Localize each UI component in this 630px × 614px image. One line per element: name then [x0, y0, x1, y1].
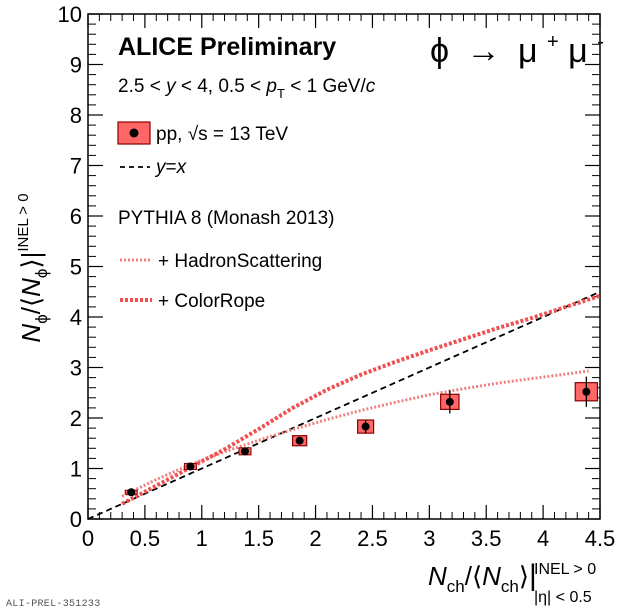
y-tick-label: 2: [70, 406, 82, 431]
y-tick-label: 10: [58, 2, 82, 27]
ylabel-mid: /⟨: [16, 297, 46, 314]
legend-data-marker: [129, 128, 139, 138]
ylabel-phi-sub2: ϕ: [32, 269, 51, 279]
preliminary-id: ALI-PREL-351233: [6, 599, 101, 610]
data-point: [295, 436, 304, 445]
selection-c: c: [366, 76, 376, 97]
y-tick-label: 3: [70, 356, 82, 381]
series-line-y-x: [87, 290, 601, 520]
x-tick-label: 2: [309, 526, 321, 551]
x-tick-label: 4: [537, 526, 549, 551]
selection-y: y: [164, 76, 177, 97]
x-tick-label: 3.5: [471, 526, 502, 551]
legend-yx-y: y: [154, 157, 167, 178]
y-tick-label: 6: [70, 204, 82, 229]
xlabel-N: N: [428, 561, 447, 591]
y-tick-label: 5: [70, 255, 82, 280]
process-label: ϕ → μ + μ -: [430, 18, 604, 70]
data-point: [361, 422, 370, 431]
selection-range1b: < 4, 0.5 <: [176, 76, 267, 97]
y-tick-label: 0: [70, 507, 82, 532]
selection-range2: < 1 GeV/: [285, 76, 367, 97]
legend-hadron-label: + HadronScattering: [158, 251, 322, 272]
legend-sqrt-s: √s: [188, 124, 208, 145]
selection-T: T: [277, 86, 285, 101]
selection-label: 2.5 < y < 4, 0.5 < pT < 1 GeV/c: [118, 76, 376, 101]
x-axis-label: Nch/⟨Nch⟩|: [428, 559, 537, 596]
x-tick-label: 4.5: [585, 526, 616, 551]
y-axis-label: Nϕ/⟨Nϕ⟩|INEL > 0: [15, 193, 51, 342]
xlabel-sub: |η| < 0.5: [534, 589, 592, 606]
process-mu2: μ: [568, 32, 588, 70]
data-point: [241, 447, 250, 456]
ylabel-close: ⟩: [16, 258, 46, 268]
x-tick-label: 2.5: [357, 526, 388, 551]
x-tick-label: 1.5: [243, 526, 274, 551]
data-point: [445, 397, 454, 406]
ylabel-N: N: [16, 324, 46, 343]
x-tick-label: 0: [82, 526, 94, 551]
process-plus: +: [547, 31, 559, 53]
x-tick-label: 1: [196, 526, 208, 551]
x-tick-label: 0.5: [130, 526, 161, 551]
generator-label: PYTHIA 8 (Monash 2013): [118, 208, 335, 229]
legend-yx-x: x: [176, 157, 188, 178]
series-line-colorrope: [121, 293, 601, 506]
legend-energy: = 13 TeV: [208, 124, 289, 145]
series-line-hadronscattering: [121, 369, 589, 498]
y-tick-label: 8: [70, 103, 82, 128]
process-minus: -: [597, 31, 604, 53]
data-point: [127, 488, 136, 497]
xlabel-mid: /⟨: [465, 561, 482, 591]
xlabel-N2: N: [482, 561, 501, 591]
legend-rope-label: + ColorRope: [158, 291, 265, 312]
x-axis-ticks: 0 0.5 1 1.5 2 2.5 3 3.5 4 4.5: [82, 14, 615, 551]
xlabel-bar: |: [529, 559, 537, 592]
legend-yx-label: y=x: [154, 157, 188, 178]
data-points: [124, 376, 599, 497]
ylabel-phi-sub: ϕ: [32, 314, 51, 324]
data-point: [186, 462, 195, 471]
chart-title: ALICE Preliminary: [118, 33, 336, 61]
legend-data-pp: pp,: [156, 124, 188, 145]
process-mu1: μ: [518, 32, 538, 70]
y-axis-ticks: 0 1 2 3 4 5 6 7 8 9 10: [58, 2, 600, 532]
data-point: [582, 387, 591, 396]
xlabel-ch-sub2: ch: [501, 577, 519, 596]
ylabel-N2: N: [16, 278, 46, 297]
xlabel-ch-sub: ch: [447, 577, 465, 596]
process-arrow: →: [467, 32, 501, 70]
y-tick-label: 9: [70, 53, 82, 78]
selection-p: p: [265, 76, 277, 97]
y-tick-label: 7: [70, 154, 82, 179]
xlabel-sup: INEL > 0: [534, 561, 596, 578]
legend-yx-eq: =: [166, 157, 177, 178]
ylabel-bar: |: [16, 252, 46, 259]
ylabel-sup: INEL > 0: [15, 193, 32, 251]
x-tick-label: 3: [423, 526, 435, 551]
series-layer: [87, 290, 601, 520]
legend-data-label: pp, √s = 13 TeV: [156, 124, 288, 145]
process-phi: ϕ: [430, 32, 449, 70]
y-tick-label: 1: [70, 457, 82, 482]
selection-range1: 2.5 <: [118, 76, 166, 97]
xlabel-close: ⟩: [519, 561, 529, 591]
y-tick-label: 4: [70, 305, 82, 330]
